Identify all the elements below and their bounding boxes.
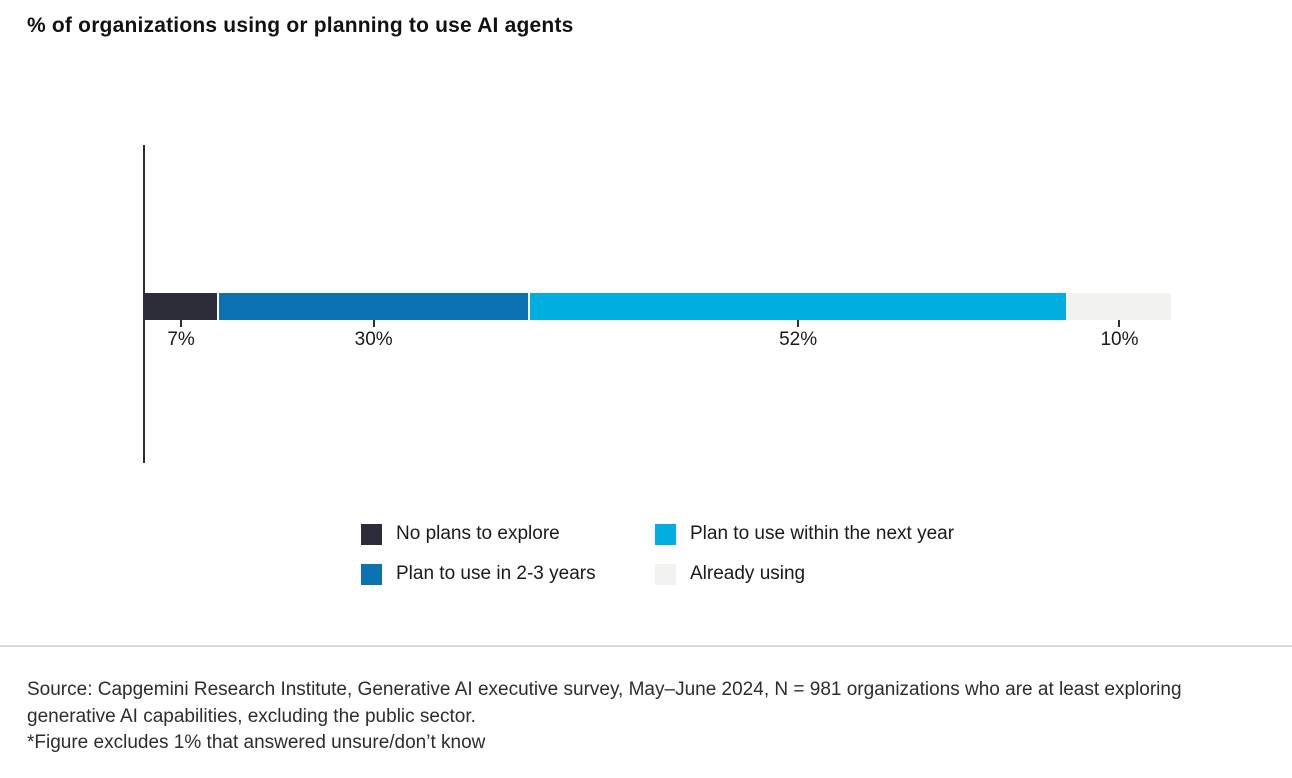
value-label: 10% — [1100, 329, 1139, 350]
footnote-text: *Figure excludes 1% that answered unsure… — [27, 732, 486, 753]
legend-item: No plans to explore — [361, 523, 655, 545]
legend-item: Already using — [655, 563, 954, 585]
legend-label: No plans to explore — [396, 523, 560, 544]
chart-title: % of organizations using or planning to … — [27, 14, 574, 37]
legend-swatch — [655, 523, 676, 545]
legend-label: Plan to use in 2-3 years — [396, 563, 596, 584]
value-label: 30% — [354, 329, 393, 350]
tick-mark — [1118, 320, 1121, 327]
footer-divider — [0, 645, 1292, 647]
bar-segment: 52% — [530, 293, 1066, 350]
bar-segment: 10% — [1067, 293, 1171, 350]
source-text: Source: Capgemini Research Institute, Ge… — [27, 679, 1182, 727]
stacked-bar: 7% 30% 52% 10% — [145, 293, 1171, 350]
bar-segment: 7% — [145, 293, 218, 350]
legend-swatch — [655, 563, 676, 585]
legend-label: Already using — [690, 563, 806, 584]
legend-label: Plan to use within the next year — [690, 523, 955, 544]
tick-mark — [180, 320, 183, 327]
legend: No plans to explore Plan to use within th… — [361, 523, 954, 585]
tick-mark — [372, 320, 375, 327]
tick-mark — [797, 320, 800, 327]
footer: Source: Capgemini Research Institute, Ge… — [27, 677, 1232, 757]
legend-item: Plan to use in 2-3 years — [361, 563, 655, 585]
bar-segment: 30% — [219, 293, 529, 350]
legend-swatch — [361, 563, 382, 585]
y-axis-line — [143, 145, 145, 463]
value-label: 7% — [167, 329, 195, 350]
value-label: 52% — [779, 329, 818, 350]
legend-item: Plan to use within the next year — [655, 523, 954, 545]
legend-swatch — [361, 523, 382, 545]
